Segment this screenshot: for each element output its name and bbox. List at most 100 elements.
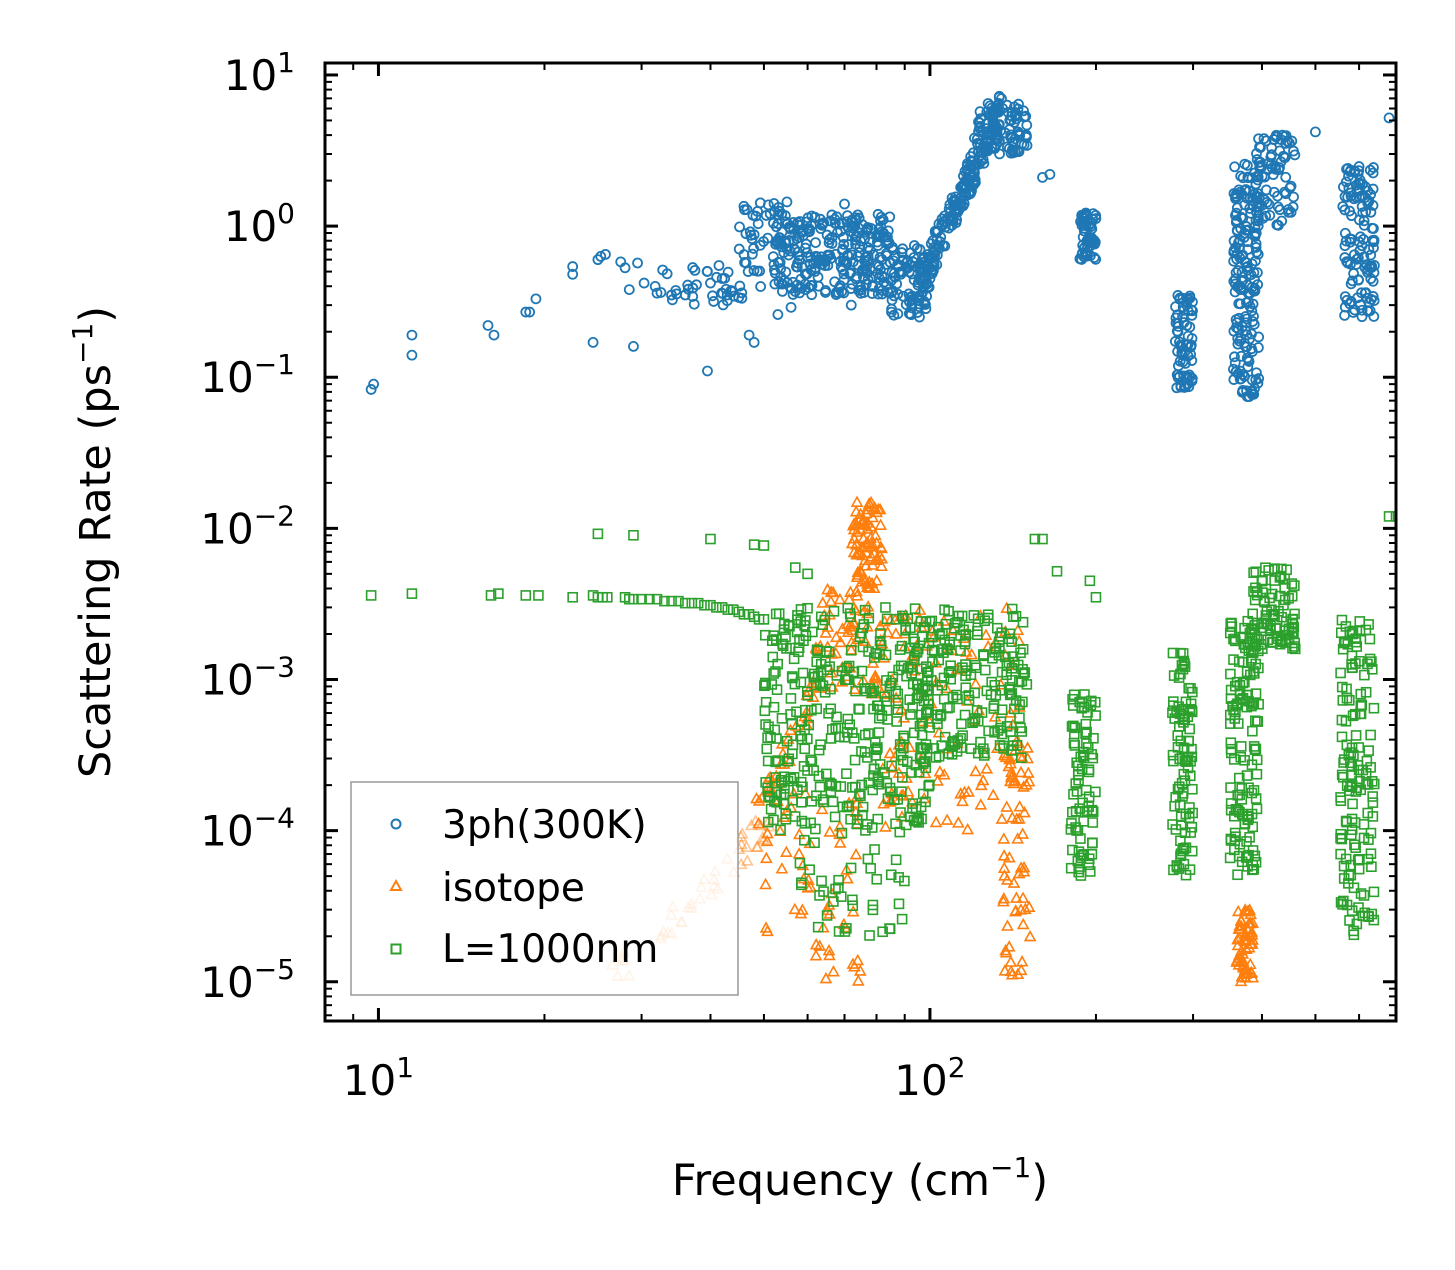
point-3ph <box>482 320 494 331</box>
point-boundary <box>1006 636 1017 647</box>
point-isotope <box>788 902 802 915</box>
point-isotope <box>859 573 873 586</box>
point-3ph <box>1251 148 1262 159</box>
point-boundary <box>775 774 787 786</box>
point-3ph <box>1081 235 1093 247</box>
point-3ph <box>1356 201 1368 212</box>
point-3ph <box>1360 206 1372 218</box>
point-3ph <box>1236 321 1248 332</box>
point-boundary <box>863 728 874 739</box>
point-3ph <box>838 268 850 280</box>
point-boundary <box>958 624 969 636</box>
point-3ph <box>780 237 792 249</box>
point-boundary <box>1225 835 1237 846</box>
point-isotope <box>1016 827 1030 839</box>
point-isotope <box>986 788 1000 800</box>
point-isotope <box>846 519 860 531</box>
point-3ph <box>1254 156 1266 168</box>
point-boundary <box>1177 791 1188 802</box>
point-3ph <box>702 365 713 377</box>
point-boundary <box>841 768 852 779</box>
point-3ph <box>845 299 857 311</box>
point-boundary <box>860 685 872 697</box>
point-boundary <box>795 616 807 627</box>
point-boundary <box>797 667 809 679</box>
point-boundary <box>969 687 980 699</box>
point-3ph <box>1367 275 1379 287</box>
point-isotope <box>1012 812 1026 824</box>
point-boundary <box>1014 676 1025 688</box>
point-3ph <box>934 236 946 248</box>
point-boundary <box>1251 716 1263 727</box>
point-isotope <box>959 645 973 657</box>
point-isotope <box>836 622 849 634</box>
point-isotope <box>1003 774 1017 787</box>
point-isotope <box>821 903 835 916</box>
point-boundary <box>789 678 801 690</box>
point-3ph <box>830 217 841 229</box>
point-boundary <box>1288 641 1300 652</box>
point-3ph <box>1170 301 1181 313</box>
point-3ph <box>773 209 784 221</box>
point-boundary <box>1007 651 1019 662</box>
point-3ph <box>1355 190 1367 202</box>
point-boundary <box>1344 694 1355 706</box>
point-3ph <box>823 237 835 249</box>
point-boundary <box>485 590 497 601</box>
point-boundary <box>782 755 794 767</box>
legend-box <box>350 781 739 996</box>
point-boundary <box>805 754 816 766</box>
point-boundary <box>1225 684 1237 696</box>
point-3ph <box>1345 278 1357 290</box>
point-boundary <box>920 739 932 750</box>
point-3ph <box>957 180 968 192</box>
point-3ph <box>1249 274 1260 285</box>
point-3ph <box>754 197 766 209</box>
point-boundary <box>1362 807 1374 819</box>
point-boundary <box>716 602 728 613</box>
point-3ph <box>966 185 977 197</box>
point-3ph <box>943 222 955 234</box>
point-boundary <box>884 680 896 692</box>
point-boundary <box>1180 808 1192 820</box>
point-boundary <box>1390 511 1396 522</box>
point-isotope <box>865 537 879 550</box>
point-isotope <box>833 592 847 605</box>
point-boundary <box>705 599 716 611</box>
point-boundary <box>1368 702 1380 714</box>
point-boundary <box>1183 682 1194 694</box>
point-boundary <box>1345 757 1356 769</box>
point-boundary <box>819 614 831 626</box>
point-isotope <box>823 948 836 961</box>
point-isotope <box>1231 938 1245 951</box>
point-boundary <box>1365 762 1376 773</box>
point-3ph <box>809 266 821 277</box>
point-isotope <box>819 971 833 984</box>
point-3ph <box>1344 236 1356 248</box>
point-3ph <box>1230 267 1242 279</box>
point-3ph <box>1234 335 1246 347</box>
point-isotope <box>761 826 774 839</box>
point-boundary <box>1004 628 1016 640</box>
point-boundary <box>896 786 907 797</box>
point-3ph <box>1356 311 1368 323</box>
point-3ph <box>623 284 635 296</box>
point-3ph <box>1090 210 1102 221</box>
point-isotope <box>879 687 893 700</box>
point-boundary <box>1346 905 1358 916</box>
point-boundary <box>842 674 854 685</box>
point-boundary <box>1087 837 1098 849</box>
point-3ph <box>1238 232 1250 243</box>
point-3ph <box>1252 171 1264 183</box>
point-boundary <box>1363 745 1374 756</box>
point-isotope <box>1246 971 1260 983</box>
point-boundary <box>893 872 904 883</box>
point-boundary <box>923 637 935 649</box>
point-3ph <box>891 278 903 290</box>
point-boundary <box>801 686 813 698</box>
point-isotope <box>969 764 982 777</box>
legend-label-3ph: 3ph(300K) <box>442 803 647 848</box>
point-isotope <box>819 626 833 638</box>
point-boundary <box>863 777 875 789</box>
point-isotope <box>750 840 764 852</box>
